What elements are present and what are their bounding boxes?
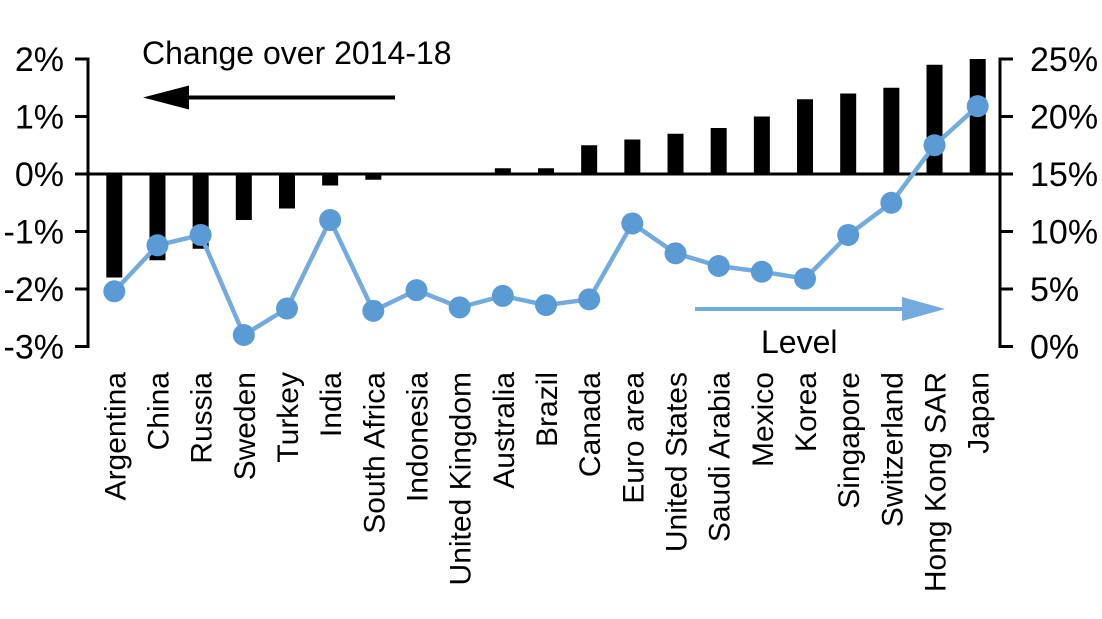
x-label-argentina: Argentina (99, 372, 132, 501)
marker-australia (491, 284, 514, 307)
marker-canada (578, 288, 601, 311)
x-label-mexico: Mexico (747, 372, 780, 467)
bar-india (322, 174, 339, 186)
right-axis-tick-label: 15% (1030, 156, 1098, 194)
bar-mexico (753, 116, 770, 174)
right-axis-tick-label: 0% (1030, 329, 1079, 367)
bar-switzerland (883, 87, 900, 174)
marker-united-states (664, 242, 687, 265)
bar-canada (581, 145, 598, 174)
line-series-label: Level (761, 324, 838, 360)
bar-korea (797, 99, 814, 174)
right-axis-tick-label: 10% (1030, 214, 1098, 252)
marker-hong-kong-sar (923, 134, 946, 157)
bar-hong-kong-sar (926, 64, 943, 174)
x-label-sweden: Sweden (229, 372, 262, 480)
x-label-singapore: Singapore (833, 372, 866, 509)
x-label-euro-area: Euro area (617, 372, 650, 504)
bar-series (106, 59, 986, 278)
x-label-china: China (142, 372, 175, 451)
x-label-russia: Russia (186, 372, 219, 464)
bar-australia (494, 168, 511, 174)
left-axis-tick-label: -1% (4, 214, 64, 252)
marker-china (146, 234, 169, 257)
marker-singapore (837, 223, 860, 246)
marker-argentina (103, 280, 126, 303)
bar-series-label: Change over 2014-18 (142, 35, 452, 71)
right-arrow-icon (902, 297, 945, 321)
x-axis-labels: Argentina China Russia Sweden Turkey India Sou… (99, 372, 995, 592)
x-label-canada: Canada (574, 372, 607, 477)
bar-brazil (538, 168, 554, 174)
x-label-korea: Korea (790, 372, 823, 452)
marker-sweden (232, 324, 255, 346)
marker-turkey (275, 297, 298, 320)
left-axis-tick-label: 1% (15, 99, 64, 137)
x-label-united-states: United States (661, 372, 694, 552)
x-label-switzerland: Switzerland (876, 372, 909, 527)
x-label-australia: Australia (488, 372, 521, 489)
x-label-india: India (315, 372, 348, 437)
marker-japan (966, 95, 989, 118)
right-axis-tick-label: 20% (1030, 99, 1098, 137)
x-label-south-africa: South Africa (358, 372, 391, 534)
marker-south-africa (362, 299, 385, 322)
bar-euro-area (624, 139, 641, 174)
marker-mexico (750, 260, 773, 283)
x-label-hong-kong-sar: Hong Kong SAR (920, 372, 953, 592)
x-label-saudi-arabia: Saudi Arabia (704, 372, 737, 542)
bar-south-africa (365, 174, 382, 180)
x-label-turkey: Turkey (272, 372, 305, 463)
marker-russia (189, 223, 212, 246)
bar-singapore (840, 93, 857, 174)
marker-euro-area (621, 212, 644, 235)
marker-india (319, 209, 342, 231)
marker-brazil (535, 294, 557, 317)
x-label-united-kingdom: United Kingdom (445, 372, 478, 585)
right-axis-tick-label: 5% (1030, 271, 1079, 309)
left-axis-tick-label: -2% (4, 271, 64, 309)
marker-switzerland (880, 191, 903, 214)
marker-korea (794, 267, 817, 290)
x-label-indonesia: Indonesia (401, 372, 434, 502)
bar-saudi-arabia (710, 128, 727, 174)
left-arrow-icon (143, 85, 189, 110)
bar-sweden (235, 174, 252, 220)
bar-turkey (278, 174, 295, 209)
line-series (103, 95, 989, 346)
marker-indonesia (405, 279, 428, 302)
x-label-brazil: Brazil (531, 372, 564, 447)
left-axis-tick-label: 0% (15, 156, 64, 194)
bar-argentina (106, 174, 123, 278)
x-label-japan: Japan (963, 372, 996, 454)
bar-united-states (667, 133, 684, 174)
marker-united-kingdom (448, 296, 471, 319)
marker-saudi-arabia (707, 255, 730, 277)
annotation-arrows (143, 85, 945, 321)
right-axis-tick-label: 25% (1030, 41, 1098, 79)
left-axis-tick-label: -3% (4, 329, 64, 367)
axes: 2% 1% 0% -1% -2% -3% 25% 20% 15% 10% 5% 0% (4, 41, 1099, 367)
left-axis-tick-label: 2% (15, 41, 64, 79)
